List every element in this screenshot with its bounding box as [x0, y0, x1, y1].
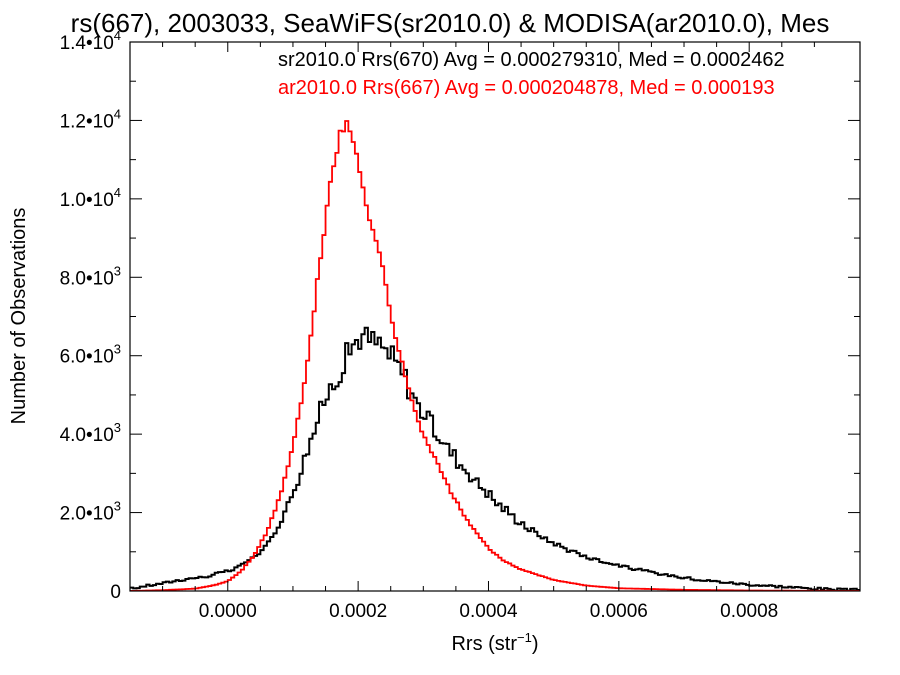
legend-entry-red: ar2010.0 Rrs(667) Avg = 0.000204878, Med… [278, 77, 775, 99]
y-tick-mantissa: 8.0•10 [60, 268, 114, 289]
y-tick-exponent: 3 [114, 263, 121, 278]
y-tick-label: 1.0•104 [60, 185, 121, 211]
x-tick-label: 0.0006 [590, 601, 648, 622]
x-axis-label: Rrs (str−1) [451, 630, 538, 655]
y-tick-label: 2.0•103 [60, 499, 121, 525]
y-tick-label: 6.0•103 [60, 342, 121, 368]
y-tick-mantissa: 0 [110, 582, 121, 603]
x-axis: 0.0000 0.0002 0.0004 0.0006 0.0008 [162, 42, 815, 622]
y-axis: 02.0•1034.0•1036.0•1038.0•1031.0•1041.2•… [60, 28, 860, 603]
x-tick-label: 0.0000 [199, 601, 257, 622]
y-axis-label: Number of Observations [8, 208, 30, 425]
x-tick-label: 0.0004 [459, 601, 518, 622]
legend-entry-black: sr2010.0 Rrs(670) Avg = 0.000279310, Med… [278, 49, 785, 71]
y-tick-exponent: 4 [114, 106, 121, 121]
x-tick-label: 0.0002 [329, 601, 387, 622]
y-tick-mantissa: 4.0•10 [60, 425, 114, 446]
x-axis-label-text: Rrs (str [451, 633, 517, 655]
x-axis-label-tail: ) [532, 633, 539, 655]
y-tick-exponent: 3 [114, 499, 121, 514]
histogram-series-red [130, 120, 860, 591]
x-axis-label-sup: −1 [517, 630, 532, 645]
y-tick-exponent: 3 [114, 342, 121, 357]
y-tick-label: 0 [110, 582, 121, 603]
y-tick-exponent: 4 [114, 185, 121, 200]
chart-title: rs(667), 2003033, SeaWiFS(sr2010.0) & MO… [71, 8, 830, 38]
y-tick-label: 1.4•104 [60, 28, 121, 54]
y-tick-label: 1.2•104 [60, 106, 121, 132]
y-tick-exponent: 4 [114, 28, 121, 43]
y-tick-mantissa: 6.0•10 [60, 347, 114, 368]
y-tick-label: 8.0•103 [60, 263, 121, 289]
y-tick-label: 4.0•103 [60, 420, 121, 446]
y-tick-mantissa: 1.2•10 [60, 111, 114, 132]
y-tick-exponent: 3 [114, 420, 121, 435]
series-layer [130, 120, 860, 591]
x-tick-label: 0.0008 [720, 601, 778, 622]
y-tick-mantissa: 1.0•10 [60, 190, 114, 211]
y-tick-mantissa: 2.0•10 [60, 504, 114, 525]
y-tick-mantissa: 1.4•10 [60, 33, 114, 54]
